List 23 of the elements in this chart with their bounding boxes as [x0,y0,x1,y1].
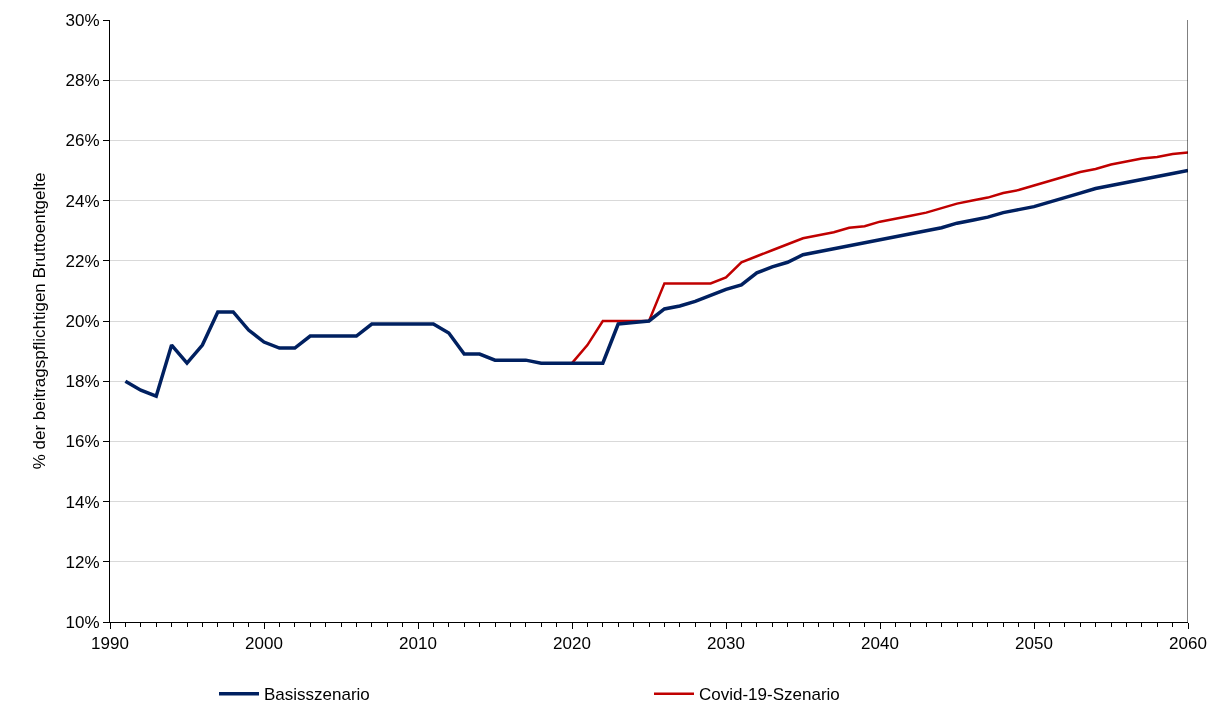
y-tick-label: 10% [65,612,100,632]
y-tick-label: 18% [65,372,100,392]
y-tick-label: 26% [65,131,100,151]
y-tick-label: 20% [65,311,100,331]
y-tick-label: 14% [65,492,100,512]
x-tick-label: 2050 [1015,634,1053,654]
y-tick-label: 22% [65,251,100,271]
y-axis-title: % der beitragspflichtigen Bruttoentgelte [30,172,50,470]
y-tick-label: 12% [65,552,100,572]
x-tick-label: 2060 [1169,634,1207,654]
x-tick-label: 2010 [399,634,437,654]
x-tick-label: 2030 [707,634,745,654]
x-tick-label: 2040 [861,634,899,654]
y-tick-label: 16% [65,432,100,452]
y-tick-label: 28% [65,71,100,91]
x-tick-label: 1990 [91,634,129,654]
y-tick-label: 24% [65,191,100,211]
legend-label: Basisszenario [264,685,370,705]
x-tick-label: 2020 [553,634,591,654]
x-tick-label: 2000 [245,634,283,654]
legend-label: Covid-19-Szenario [699,685,840,705]
line-series [123,168,1188,398]
y-tick-label: 30% [65,10,100,30]
